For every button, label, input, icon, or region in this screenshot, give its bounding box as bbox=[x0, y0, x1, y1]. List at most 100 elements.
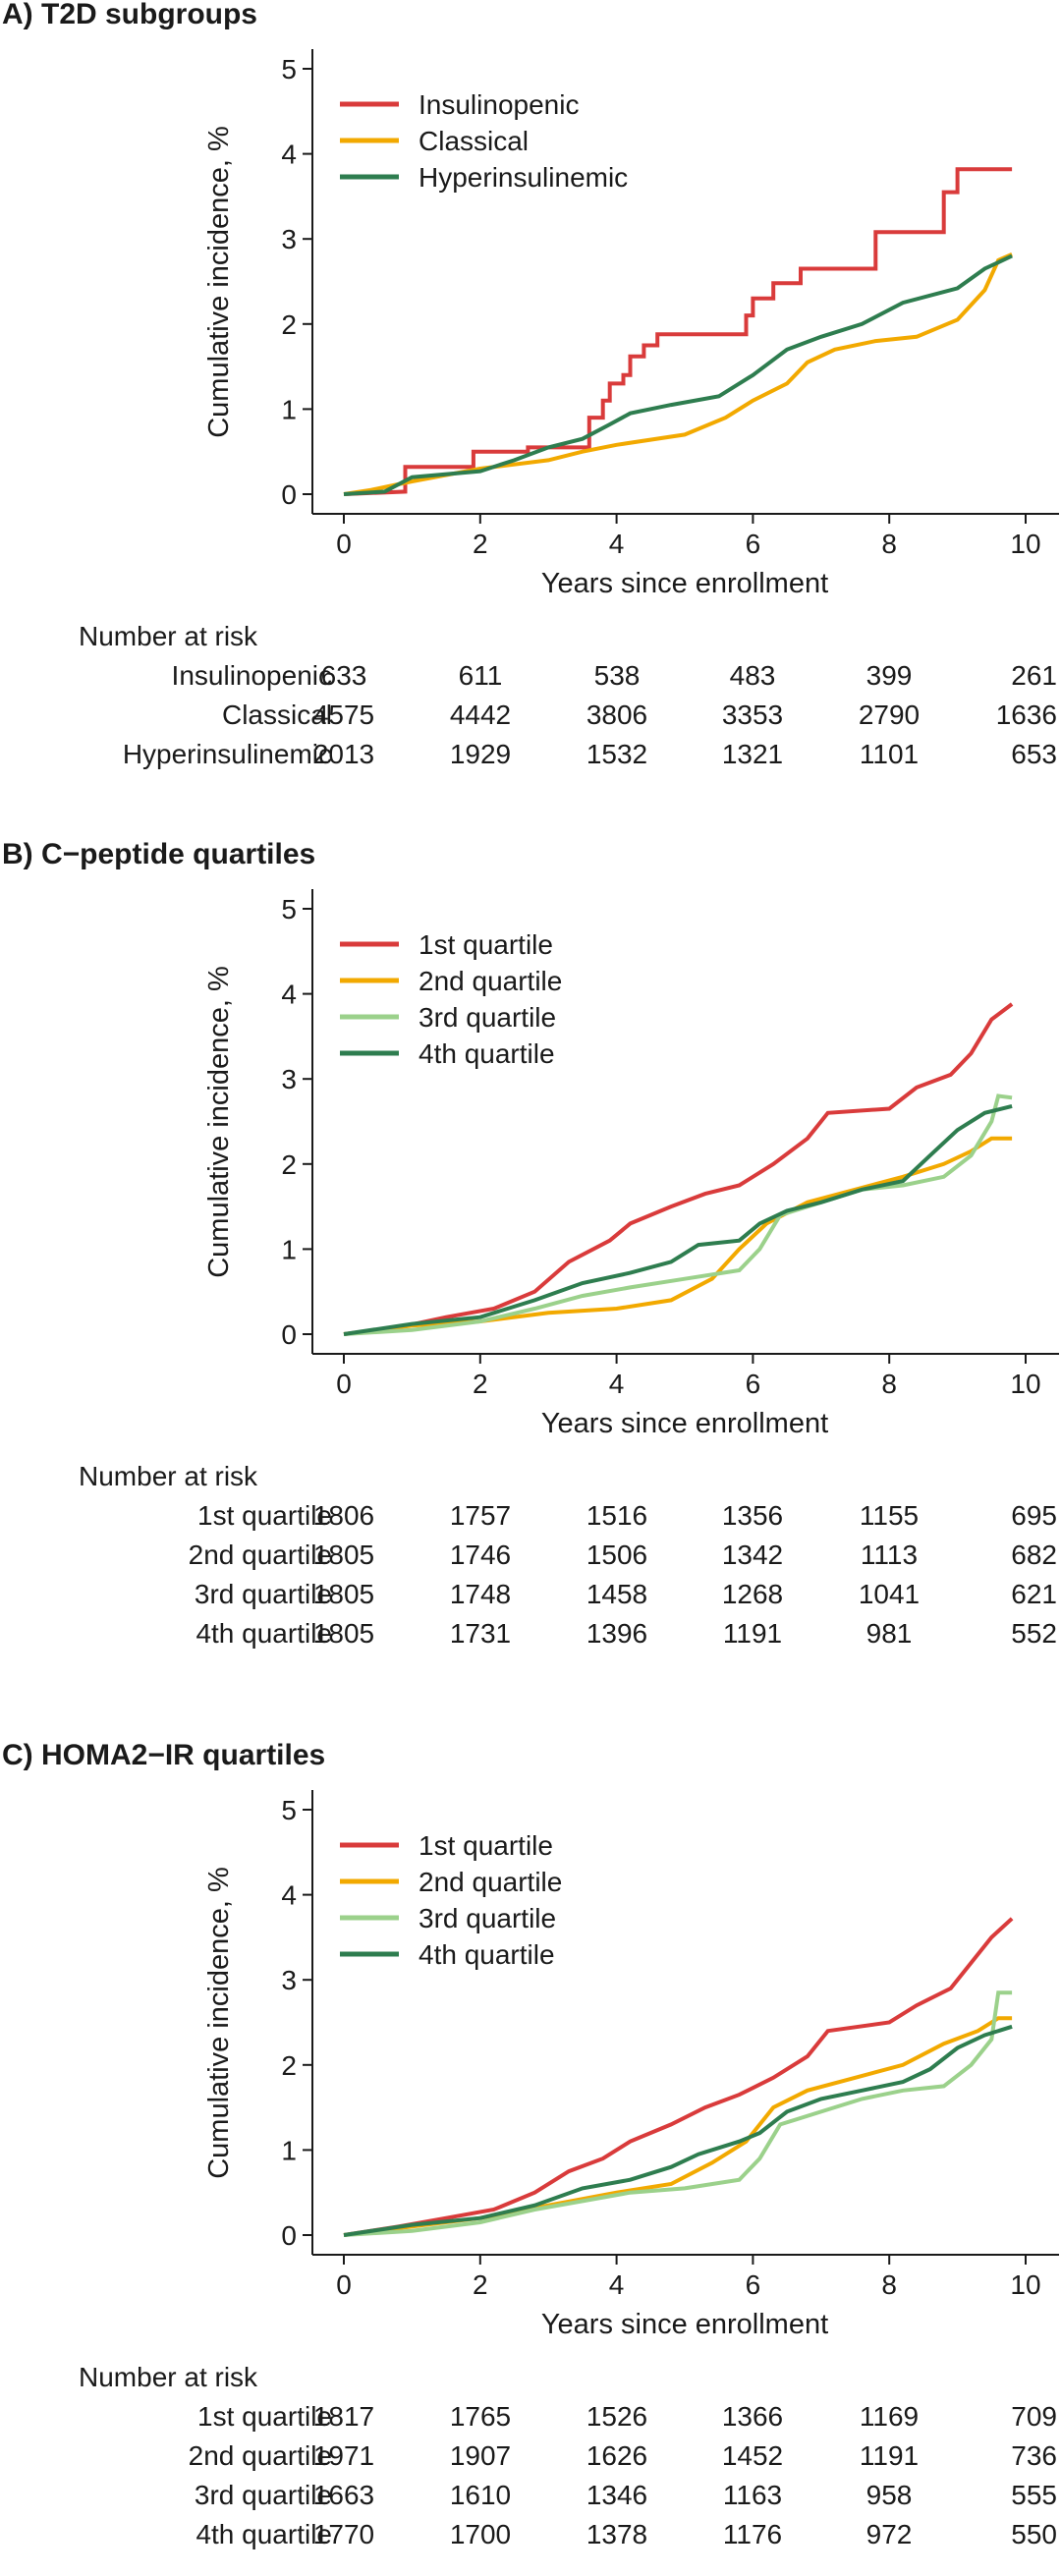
risk-value: 1770 bbox=[313, 2519, 374, 2549]
y-tick-label: 1 bbox=[281, 2135, 297, 2165]
risk-value: 550 bbox=[1011, 2519, 1057, 2549]
x-tick-label: 2 bbox=[473, 529, 488, 559]
series-line-1 bbox=[343, 167, 1013, 496]
risk-value: 1663 bbox=[313, 2480, 374, 2510]
risk-row-label: 2nd quartile bbox=[189, 1540, 332, 1570]
risk-value: 1458 bbox=[586, 1579, 647, 1609]
risk-value: 1636 bbox=[996, 700, 1057, 730]
risk-value: 1506 bbox=[586, 1540, 647, 1570]
y-tick-label: 5 bbox=[281, 894, 297, 924]
risk-row-label: Insulinopenic bbox=[172, 660, 332, 691]
panel-title: C) HOMA2−IR quartiles bbox=[2, 1739, 325, 1771]
panel-title: A) T2D subgroups bbox=[2, 0, 257, 30]
y-axis-title: Cumulative incidence, % bbox=[203, 1867, 235, 2179]
risk-value: 633 bbox=[321, 660, 367, 691]
legend-label: Classical bbox=[419, 126, 529, 156]
risk-row-label: 4th quartile bbox=[195, 2519, 332, 2549]
x-tick-label: 2 bbox=[473, 1369, 488, 1399]
y-tick-label: 2 bbox=[281, 309, 297, 340]
risk-value: 1346 bbox=[586, 2480, 647, 2510]
risk-value: 1366 bbox=[722, 2401, 783, 2432]
legend-label: Hyperinsulinemic bbox=[419, 162, 628, 193]
risk-table-header: Number at risk bbox=[79, 2362, 258, 2392]
legend-label: 4th quartile bbox=[419, 1939, 555, 1970]
y-tick-label: 4 bbox=[281, 980, 297, 1010]
risk-value: 1610 bbox=[450, 2480, 511, 2510]
legend-label: 4th quartile bbox=[419, 1038, 555, 1069]
y-tick-label: 3 bbox=[281, 224, 297, 254]
y-tick-label: 1 bbox=[281, 394, 297, 424]
risk-table-header: Number at risk bbox=[79, 621, 258, 651]
x-axis-title: Years since enrollment bbox=[541, 2309, 828, 2340]
risk-value: 4442 bbox=[450, 700, 511, 730]
panel-1: A) T2D subgroups 0 1 2 3 4 5 0 2 4 6 8 10 Years since… bbox=[2, 0, 1059, 769]
risk-value: 981 bbox=[866, 1618, 913, 1649]
x-tick-label: 8 bbox=[881, 2269, 897, 2300]
x-tick-label: 6 bbox=[746, 2269, 761, 2300]
risk-value: 1700 bbox=[450, 2519, 511, 2549]
risk-value: 483 bbox=[730, 660, 776, 691]
series-line-3 bbox=[343, 1093, 1013, 1336]
x-tick-label: 10 bbox=[1010, 2269, 1040, 2300]
risk-value: 1176 bbox=[723, 2519, 782, 2549]
x-tick-label: 10 bbox=[1010, 529, 1040, 559]
series-line-2 bbox=[343, 2016, 1013, 2237]
legend-label: 2nd quartile bbox=[419, 1867, 562, 1897]
x-tick-label: 8 bbox=[881, 529, 897, 559]
risk-value: 1452 bbox=[722, 2440, 783, 2471]
x-tick-label: 0 bbox=[336, 529, 352, 559]
panel-title: B) C−peptide quartiles bbox=[2, 838, 315, 870]
legend-label: 3rd quartile bbox=[419, 1002, 556, 1033]
risk-value: 399 bbox=[866, 660, 913, 691]
risk-value: 1532 bbox=[586, 739, 647, 769]
y-tick-label: 5 bbox=[281, 54, 297, 84]
legend-label: 2nd quartile bbox=[419, 966, 562, 996]
risk-value: 1163 bbox=[723, 2480, 782, 2510]
legend-label: 1st quartile bbox=[419, 1830, 553, 1861]
risk-value: 1155 bbox=[860, 1500, 919, 1531]
y-tick-label: 3 bbox=[281, 1064, 297, 1094]
legend-label: Insulinopenic bbox=[419, 89, 579, 120]
risk-row-label: 1st quartile bbox=[197, 1500, 332, 1531]
risk-value: 3353 bbox=[722, 700, 783, 730]
risk-value: 736 bbox=[1011, 2440, 1057, 2471]
y-tick-label: 0 bbox=[281, 479, 297, 510]
risk-value: 552 bbox=[1011, 1618, 1057, 1649]
risk-value: 1746 bbox=[450, 1540, 511, 1570]
risk-value: 972 bbox=[866, 2519, 913, 2549]
risk-row-label: 4th quartile bbox=[195, 1618, 332, 1649]
legend-label: 3rd quartile bbox=[419, 1903, 556, 1933]
x-tick-label: 0 bbox=[336, 2269, 352, 2300]
y-tick-label: 0 bbox=[281, 2220, 297, 2251]
risk-value: 695 bbox=[1011, 1500, 1057, 1531]
risk-value: 2013 bbox=[313, 739, 374, 769]
x-tick-label: 4 bbox=[609, 529, 625, 559]
series-line-2 bbox=[343, 1136, 1013, 1336]
risk-value: 1101 bbox=[860, 739, 919, 769]
x-tick-label: 6 bbox=[746, 529, 761, 559]
risk-table-header: Number at risk bbox=[79, 1461, 258, 1491]
x-tick-label: 0 bbox=[336, 1369, 352, 1399]
risk-value: 538 bbox=[594, 660, 641, 691]
risk-value: 1757 bbox=[450, 1500, 511, 1531]
risk-row-label: Hyperinsulinemic bbox=[123, 739, 332, 769]
series-line-2 bbox=[343, 252, 1013, 496]
risk-value: 1516 bbox=[586, 1500, 647, 1531]
y-tick-label: 2 bbox=[281, 1149, 297, 1180]
x-tick-label: 4 bbox=[609, 1369, 625, 1399]
risk-value: 555 bbox=[1011, 2480, 1057, 2510]
y-tick-label: 4 bbox=[281, 1880, 297, 1911]
risk-value: 653 bbox=[1011, 739, 1057, 769]
risk-value: 1378 bbox=[586, 2519, 647, 2549]
x-axis-title: Years since enrollment bbox=[541, 568, 828, 599]
x-tick-label: 2 bbox=[473, 2269, 488, 2300]
series-line-4 bbox=[343, 1103, 1013, 1336]
risk-row-label: 3rd quartile bbox=[195, 1579, 332, 1609]
risk-value: 621 bbox=[1011, 1579, 1057, 1609]
risk-row-label: Classical bbox=[222, 700, 332, 730]
y-tick-label: 4 bbox=[281, 140, 297, 170]
x-tick-label: 8 bbox=[881, 1369, 897, 1399]
panel-3: C) HOMA2−IR quartiles 0 1 2 3 4 5 0 2 4 6 8 10 Years … bbox=[2, 1739, 1059, 2549]
series-line-1 bbox=[343, 1002, 1014, 1336]
risk-value: 1191 bbox=[860, 2440, 919, 2471]
